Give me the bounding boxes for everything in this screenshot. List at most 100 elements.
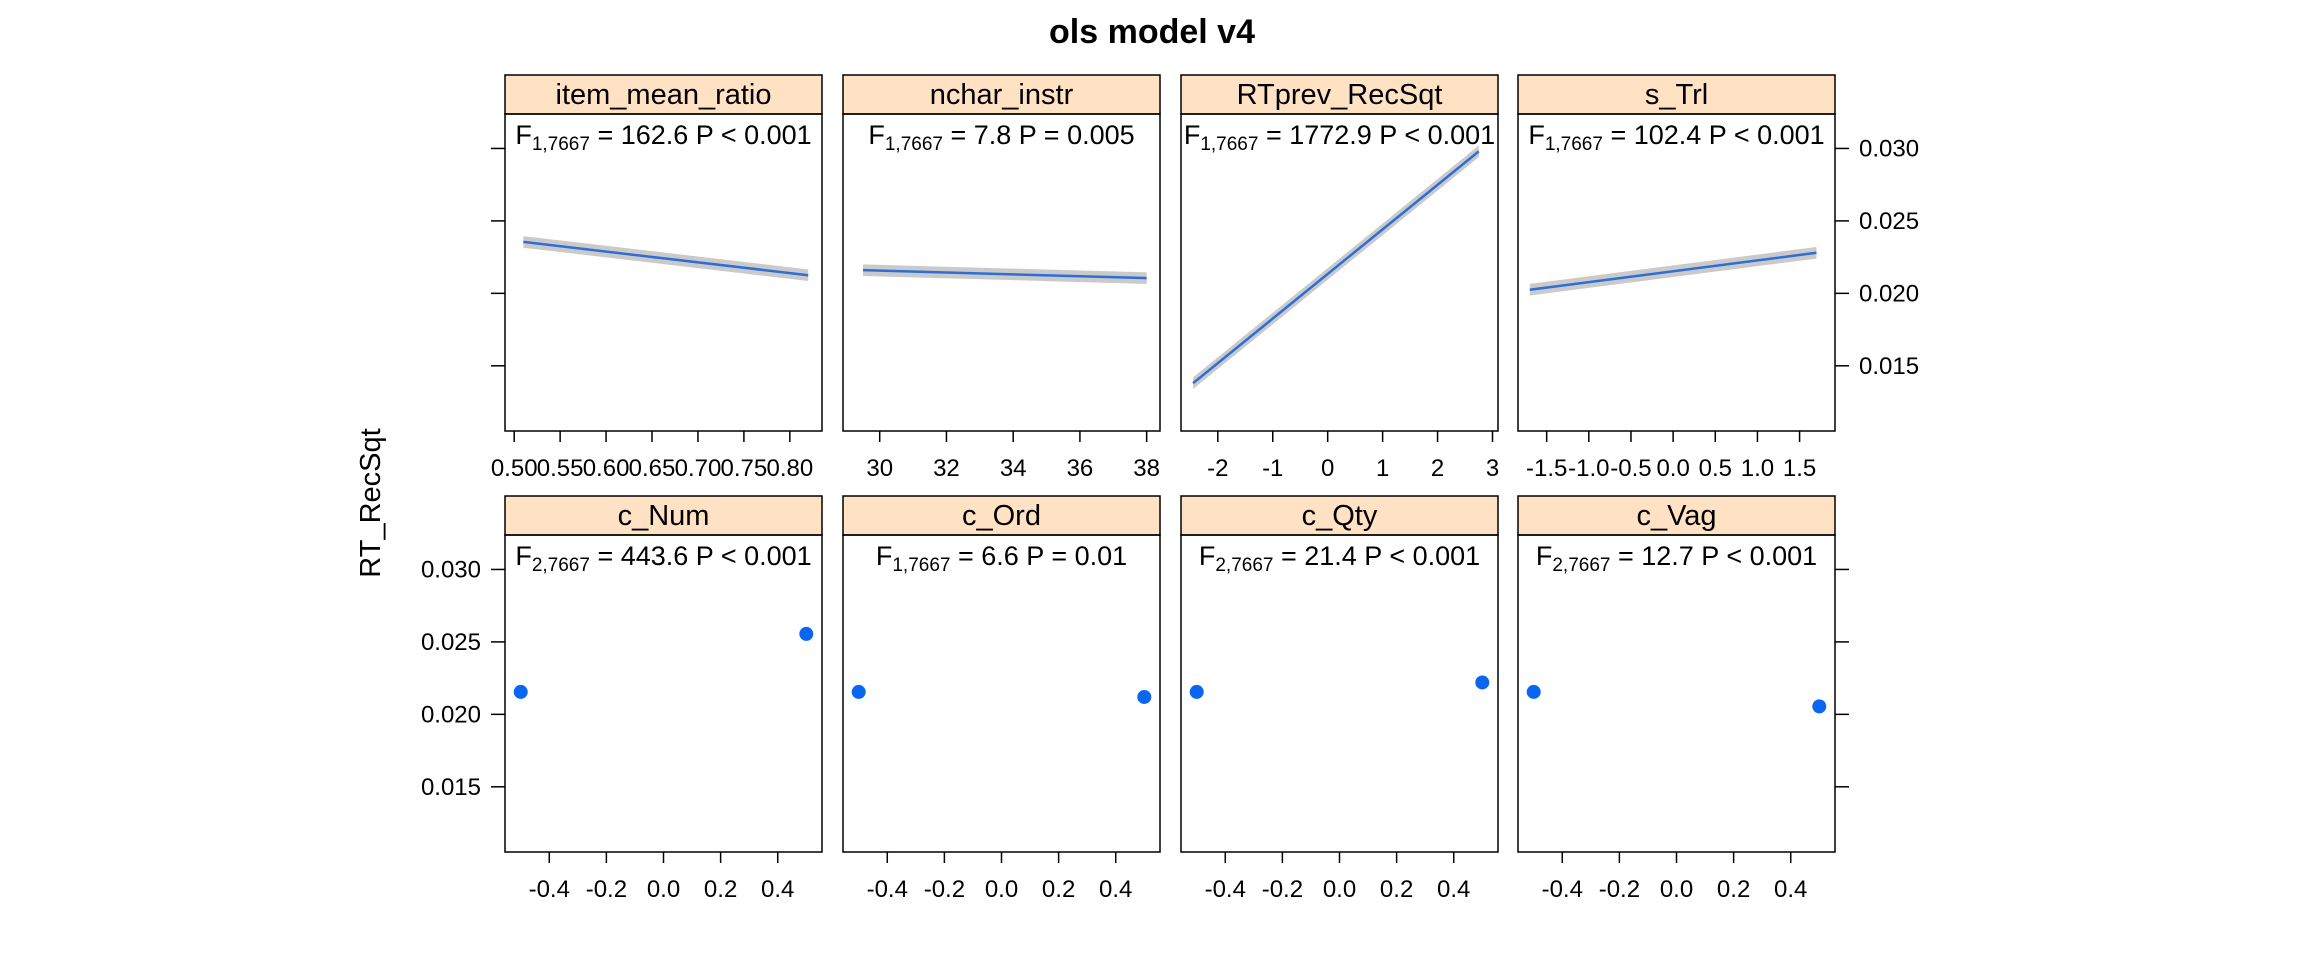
panel-frame [504, 534, 823, 853]
panel-nchar_instr: nchar_instr F1,7667 = 7.8 P = 0.005 30 32 34… [842, 74, 1161, 482]
x-tick-label: 2 [1431, 455, 1444, 482]
x-tick-label: 0 [1321, 455, 1334, 482]
x-tick-label: 0.2 [1717, 876, 1750, 903]
panel-strip [504, 495, 823, 536]
panel-stat: F1,7667 = 1772.9 P < 0.001 [1184, 120, 1495, 155]
panel-stat: F1,7667 = 6.6 P = 0.01 [876, 541, 1127, 576]
data-point [1526, 684, 1541, 699]
panels: item_mean_ratio F1,7667 = 162.6 P < 0.001… [421, 74, 1919, 903]
panel-frame [1180, 534, 1499, 853]
panel-strip [1180, 74, 1499, 115]
x-tick-label: 0.4 [1437, 876, 1470, 903]
x-tick-label: -1.0 [1568, 455, 1609, 482]
x-tick-label: 0.55 [537, 455, 584, 482]
x-tick-label: -0.4 [867, 876, 908, 903]
x-tick-label: -0.2 [1599, 876, 1640, 903]
x-tick-label: -1 [1262, 455, 1283, 482]
x-tick-label: -0.2 [924, 876, 965, 903]
panel-c_Vag: c_Vag F2,7667 = 12.7 P < 0.001 -0.4 -0.2 0.0… [1517, 495, 1849, 903]
x-tick-label: 3 [1486, 455, 1499, 482]
x-tick-label: 30 [866, 455, 893, 482]
x-tick-label: 38 [1133, 455, 1160, 482]
panel-stat: F2,7667 = 21.4 P < 0.001 [1199, 541, 1480, 576]
x-tick-label: 0.2 [704, 876, 737, 903]
x-tick-label: -0.2 [1262, 876, 1303, 903]
data-point [1189, 684, 1204, 699]
data-point [1475, 675, 1490, 690]
panel-strip-label: item_mean_ratio [556, 79, 772, 111]
panel-strip-label: nchar_instr [930, 79, 1074, 111]
panel-item_mean_ratio: item_mean_ratio F1,7667 = 162.6 P < 0.001… [491, 74, 823, 482]
panel-frame [842, 534, 1161, 853]
panel-strip [1180, 495, 1499, 536]
x-tick-label: 0.70 [675, 455, 722, 482]
x-tick-label: 0.4 [761, 876, 794, 903]
x-tick-label: 0.80 [766, 455, 813, 482]
x-tick-label: -0.4 [1205, 876, 1246, 903]
panel-frame [1180, 113, 1499, 432]
y-tick-label: 0.015 [1859, 353, 1919, 380]
y-tick-label: 0.025 [1859, 208, 1919, 235]
chart-title: ols model v4 [1049, 13, 1255, 51]
panel-frame [842, 113, 1161, 432]
y-tick-label: 0.030 [421, 556, 481, 583]
panel-strip-label: c_Vag [1636, 500, 1716, 532]
panel-c_Num: c_Num F2,7667 = 443.6 P < 0.001 -0.4 -0.2 0.… [421, 495, 823, 903]
x-tick-label: -2 [1207, 455, 1228, 482]
data-point [513, 684, 528, 699]
data-point [799, 626, 814, 641]
fit-line [1192, 150, 1480, 385]
x-tick-label: 0.75 [721, 455, 768, 482]
x-tick-label: 0.0 [1323, 876, 1356, 903]
x-tick-label: -1.5 [1526, 455, 1567, 482]
x-tick-label: 1 [1376, 455, 1389, 482]
panel-stat: F1,7667 = 162.6 P < 0.001 [515, 120, 811, 155]
panel-strip-label: RTprev_RecSqt [1237, 79, 1443, 111]
x-tick-label: 0.50 [491, 455, 538, 482]
fit-line [523, 240, 809, 277]
x-tick-label: 0.60 [583, 455, 630, 482]
data-point [1812, 699, 1827, 714]
y-tick-label: 0.025 [421, 629, 481, 656]
panel-strip-label: c_Ord [962, 500, 1041, 532]
data-point [851, 684, 866, 699]
x-tick-label: 1.5 [1783, 455, 1816, 482]
fit-line [862, 268, 1147, 280]
panel-strip-label: c_Num [618, 500, 710, 532]
x-tick-label: 0.0 [1656, 455, 1689, 482]
panel-stat: F1,7667 = 7.8 P = 0.005 [868, 120, 1134, 155]
x-tick-label: -0.2 [586, 876, 627, 903]
x-tick-label: 1.0 [1741, 455, 1774, 482]
x-tick-label: -0.5 [1610, 455, 1651, 482]
panel-stat: F2,7667 = 443.6 P < 0.001 [515, 541, 811, 576]
x-tick-label: 0.5 [1699, 455, 1732, 482]
x-tick-label: 34 [1000, 455, 1027, 482]
x-tick-label: 0.2 [1380, 876, 1413, 903]
panel-strip [1517, 495, 1836, 536]
x-tick-label: 0.0 [1660, 876, 1693, 903]
data-point [1137, 689, 1152, 704]
x-tick-label: 36 [1067, 455, 1094, 482]
panel-strip [504, 74, 823, 115]
x-tick-label: 0.65 [629, 455, 676, 482]
x-tick-label: 0.4 [1099, 876, 1132, 903]
x-tick-label: 0.0 [647, 876, 680, 903]
y-tick-label: 0.020 [1859, 280, 1919, 307]
panel-c_Qty: c_Qty F2,7667 = 21.4 P < 0.001 -0.4 -0.2 0.0… [1180, 495, 1499, 903]
x-tick-label: 0.0 [985, 876, 1018, 903]
y-tick-label: 0.030 [1859, 135, 1919, 162]
panel-frame [504, 113, 823, 432]
y-axis-label: RT_RecSqt [355, 428, 387, 577]
panel-frame [1517, 534, 1836, 853]
panel-strip-label: s_Trl [1645, 79, 1708, 111]
x-tick-label: -0.4 [1542, 876, 1583, 903]
x-tick-label: 0.2 [1042, 876, 1075, 903]
fit-line [1529, 251, 1817, 291]
panel-frame [1517, 113, 1836, 432]
panel-RTprev_RecSqt: RTprev_RecSqt F1,7667 = 1772.9 P < 0.001 -… [1180, 74, 1499, 482]
panel-c_Ord: c_Ord F1,7667 = 6.6 P = 0.01 -0.4 -0.2 0.0 0.… [842, 495, 1161, 903]
y-tick-label: 0.015 [421, 774, 481, 801]
panel-stat: F2,7667 = 12.7 P < 0.001 [1536, 541, 1817, 576]
panel-strip-label: c_Qty [1302, 500, 1378, 532]
y-tick-label: 0.020 [421, 701, 481, 728]
